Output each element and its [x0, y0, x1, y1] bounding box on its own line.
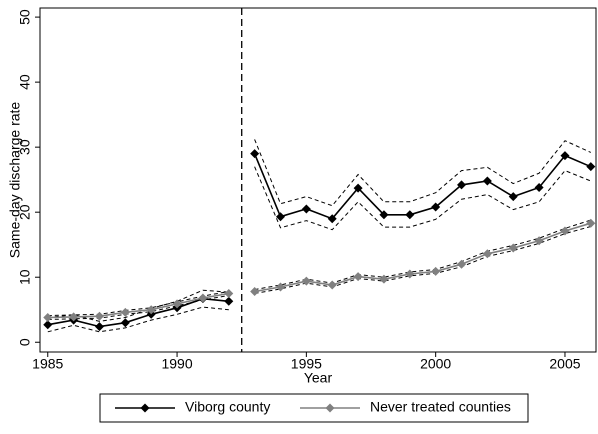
confidence-bound: [47, 219, 591, 317]
data-point: [94, 322, 104, 332]
data-point: [250, 287, 260, 297]
data-point: [43, 313, 53, 323]
legend-label: Viborg county: [185, 399, 270, 415]
data-point: [405, 269, 415, 279]
legend-marker: [140, 403, 150, 413]
data-point: [146, 305, 156, 315]
data-point: [405, 210, 415, 220]
data-point: [69, 312, 79, 322]
data-point: [379, 274, 389, 284]
plot-frame: [39, 7, 597, 353]
data-point: [431, 202, 441, 212]
data-point: [457, 259, 467, 269]
confidence-bound: [47, 226, 591, 320]
data-point: [482, 176, 492, 186]
series-line: [47, 222, 592, 319]
y-tick-label: 10: [17, 269, 33, 285]
x-tick-label: 2005: [549, 356, 580, 372]
y-tick-label: 40: [17, 74, 33, 90]
data-point: [379, 210, 389, 220]
data-point: [198, 293, 208, 303]
y-tick-label: 50: [17, 9, 33, 25]
data-point: [560, 151, 570, 161]
data-point: [276, 212, 286, 222]
data-point: [120, 318, 130, 328]
data-point: [301, 204, 311, 214]
data-point: [224, 296, 234, 306]
data-point: [457, 180, 467, 190]
y-tick-label: 30: [17, 139, 33, 155]
data-point: [327, 214, 337, 224]
data-point: [482, 249, 492, 259]
data-point: [353, 183, 363, 193]
x-tick-label: 1985: [32, 356, 63, 372]
data-point: [508, 243, 518, 253]
legend-label: Never treated counties: [370, 399, 511, 415]
confidence-bound: [47, 139, 592, 322]
confidence-bound: [47, 166, 591, 333]
x-tick-label: 1995: [291, 356, 322, 372]
data-point: [431, 266, 441, 276]
data-point: [276, 282, 286, 292]
data-point: [43, 320, 53, 330]
data-point: [353, 272, 363, 282]
y-tick-label: 20: [17, 204, 33, 220]
x-tick-label: 1990: [161, 356, 192, 372]
data-point: [534, 236, 544, 246]
data-point: [327, 280, 337, 290]
data-point: [534, 182, 544, 192]
data-point: [586, 218, 596, 228]
data-point: [560, 226, 570, 236]
series-line: [47, 153, 592, 328]
data-point: [250, 149, 260, 159]
data-point: [301, 276, 311, 286]
y-axis-title: Same-day discharge rate: [7, 102, 23, 259]
y-tick-label: 0: [17, 338, 33, 346]
data-point: [224, 288, 234, 298]
data-point: [94, 311, 104, 321]
data-point: [172, 299, 182, 309]
x-axis-title: Year: [304, 370, 333, 386]
data-point: [120, 307, 130, 317]
x-tick-label: 2000: [420, 356, 451, 372]
data-point: [508, 192, 518, 202]
data-point: [586, 162, 596, 172]
legend-marker: [325, 403, 335, 413]
